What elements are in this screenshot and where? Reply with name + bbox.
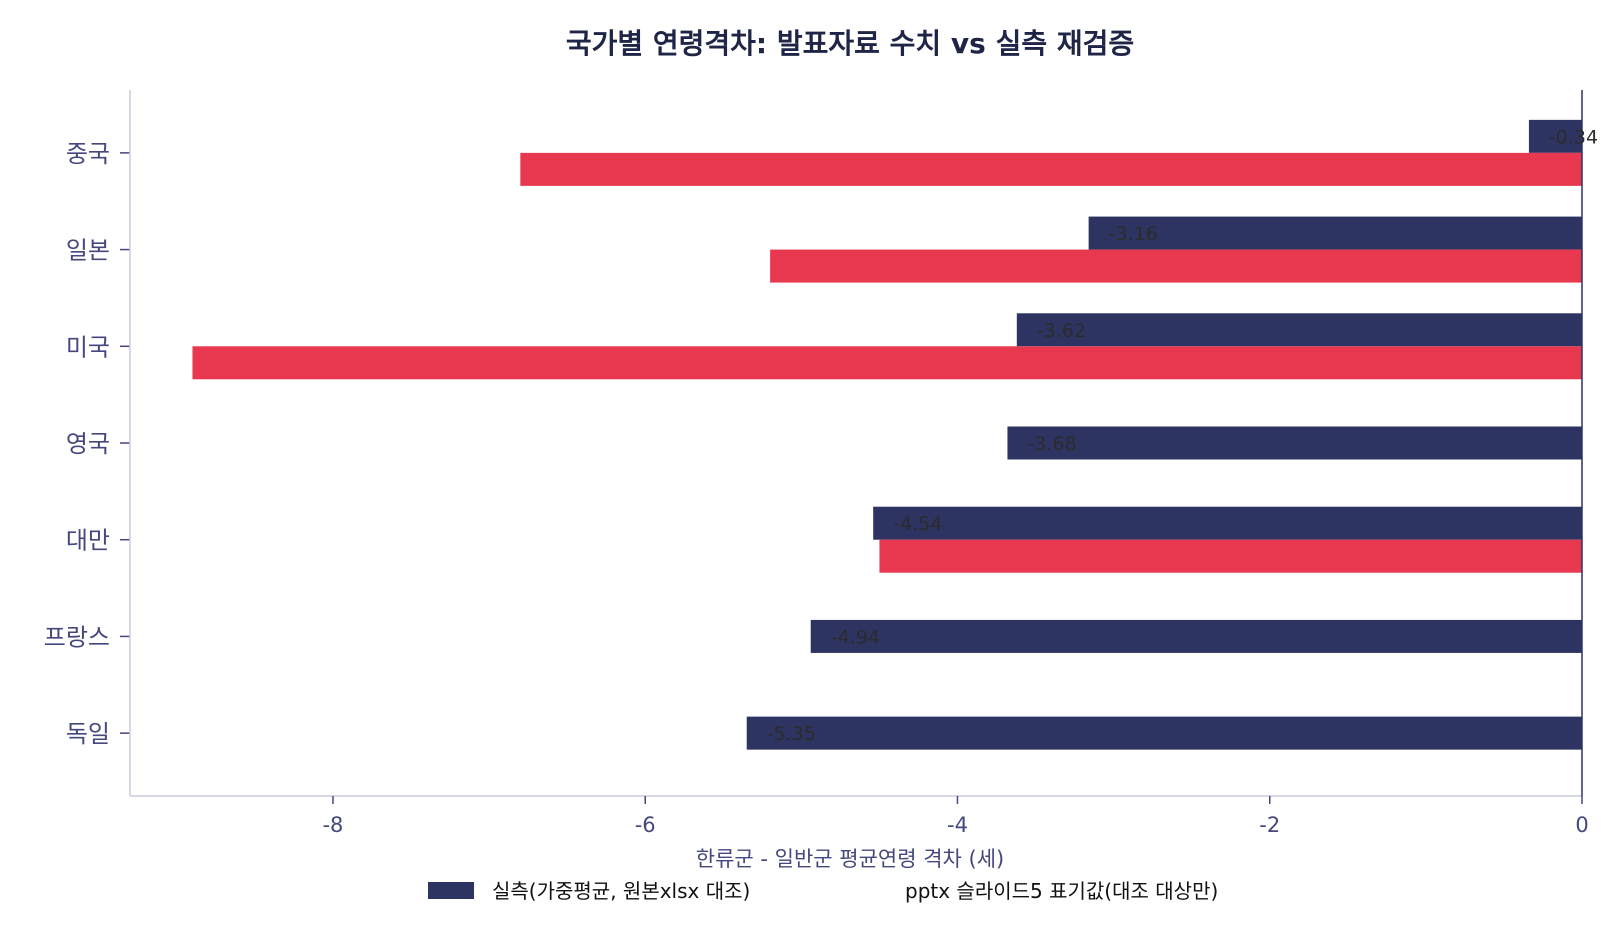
y-tick-label-3: 영국 [66,430,110,458]
x-tick-label-3: -2 [1259,813,1280,837]
bar-actual-3 [1007,426,1582,460]
y-tick-label-4: 대만 [66,527,110,555]
bar-slide-4 [879,539,1582,573]
data-label-6: -5.35 [767,723,816,745]
x-tick-label-2: -4 [947,813,968,837]
data-label-2: -3.62 [1037,320,1086,342]
bars-layer [192,119,1583,750]
y-tick-label-0: 중국 [66,140,110,168]
x-tick-label-1: -6 [635,813,656,837]
bar-actual-1 [1088,216,1582,250]
x-tick-label-0: -8 [322,813,343,837]
data-label-0: -0.34 [1549,126,1598,148]
bar-slide-0 [520,152,1583,186]
y-tick-label-6: 독일 [66,720,110,748]
legend-label-slide: pptx 슬라이드5 표기값(대조 대상만) [905,879,1218,903]
chart-title: 국가별 연령격차: 발표자료 수치 vs 실측 재검증 [566,27,1134,60]
data-label-1: -3.16 [1109,223,1158,245]
data-labels-layer: -0.34 -3.16 -3.62 -3.68 -4.54 -4.94 -5.35 [767,126,1598,745]
y-tick-label-2: 미국 [66,333,110,361]
bar-actual-2 [1016,313,1582,347]
legend-label-actual: 실측(가중평균, 원본xlsx 대조) [492,879,750,903]
bar-actual-6 [746,716,1582,750]
y-tick-label-5: 프랑스 [44,623,110,651]
data-label-5: -4.94 [831,626,880,648]
data-label-3: -3.68 [1027,433,1076,455]
bar-slide-1 [770,249,1582,283]
legend-swatch-actual [428,882,474,899]
bar-slide-2 [192,346,1582,380]
bar-actual-5 [810,619,1582,653]
x-tick-label-4: 0 [1575,813,1588,837]
bar-actual-4 [873,506,1582,540]
x-axis-label: 한류군 - 일반군 평균연령 격차 (세) [696,847,1005,871]
bar-actual-0 [1528,119,1582,153]
legend: 실측(가중평균, 원본xlsx 대조) pptx 슬라이드5 표기값(대조 대상만… [428,879,1218,903]
y-tick-label-1: 일본 [66,237,110,265]
data-label-4: -4.54 [893,513,942,535]
